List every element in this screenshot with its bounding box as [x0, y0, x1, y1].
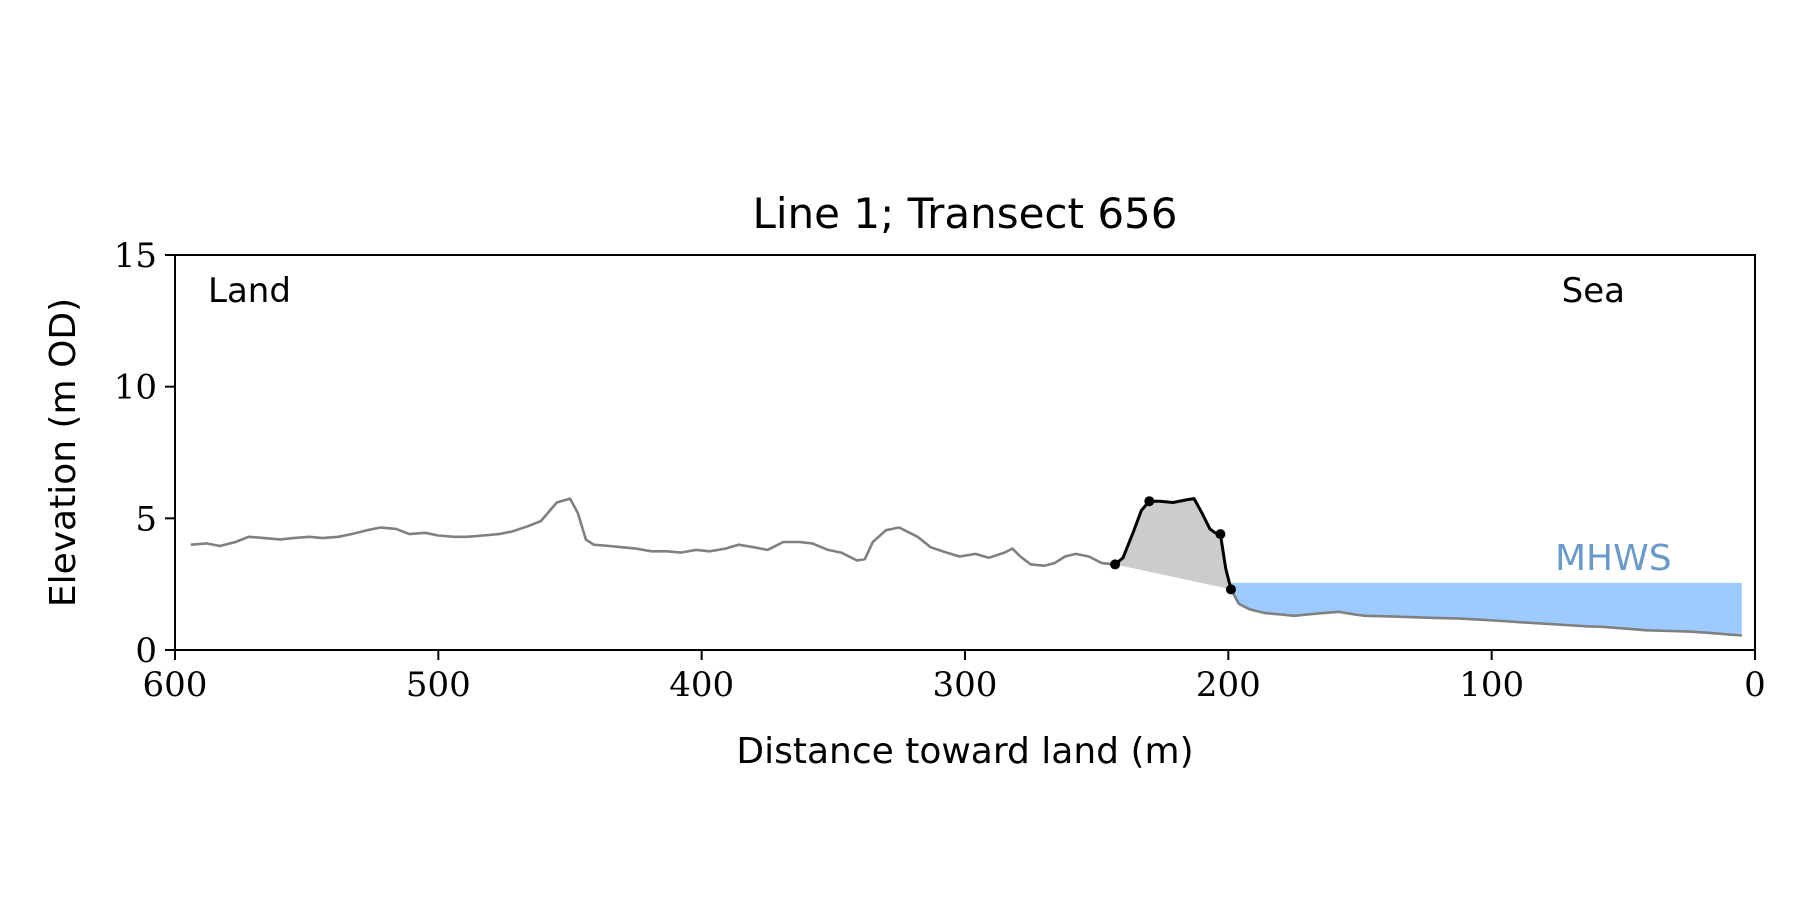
- land-label: Land: [208, 271, 291, 311]
- x-tick-label: 400: [669, 665, 734, 705]
- mhws-water-area: [1231, 582, 1742, 636]
- y-axis-label: Elevation (m OD): [43, 298, 84, 607]
- dune-marker: [1110, 559, 1121, 570]
- y-tick-label: 15: [114, 236, 157, 276]
- axis-ticks: 600 500 400 300 200 100 0 0 5 10 15: [114, 236, 1766, 705]
- x-tick-label: 300: [933, 665, 998, 705]
- x-axis-label: Distance toward land (m): [736, 731, 1193, 772]
- dune-marker: [1225, 584, 1236, 595]
- dune-fill: [1115, 498, 1231, 590]
- dune-marker: [1215, 529, 1226, 540]
- x-tick-label: 0: [1744, 665, 1766, 705]
- sea-label: Sea: [1562, 271, 1625, 311]
- y-tick-label: 0: [135, 631, 157, 671]
- plot-area: [190, 496, 1742, 637]
- x-tick-label: 500: [406, 665, 471, 705]
- x-tick-label: 100: [1459, 665, 1524, 705]
- ground-profile-line-0: [190, 497, 1116, 568]
- y-tick-label: 10: [114, 368, 157, 408]
- mhws-label: MHWS: [1555, 538, 1672, 579]
- x-tick-label: 200: [1196, 665, 1261, 705]
- ground-profile-line-2: [1229, 588, 1742, 637]
- y-tick-label: 5: [135, 499, 157, 539]
- dune-marker: [1144, 496, 1155, 507]
- x-tick-label: 600: [143, 665, 208, 705]
- chart-title: Line 1; Transect 656: [752, 189, 1177, 238]
